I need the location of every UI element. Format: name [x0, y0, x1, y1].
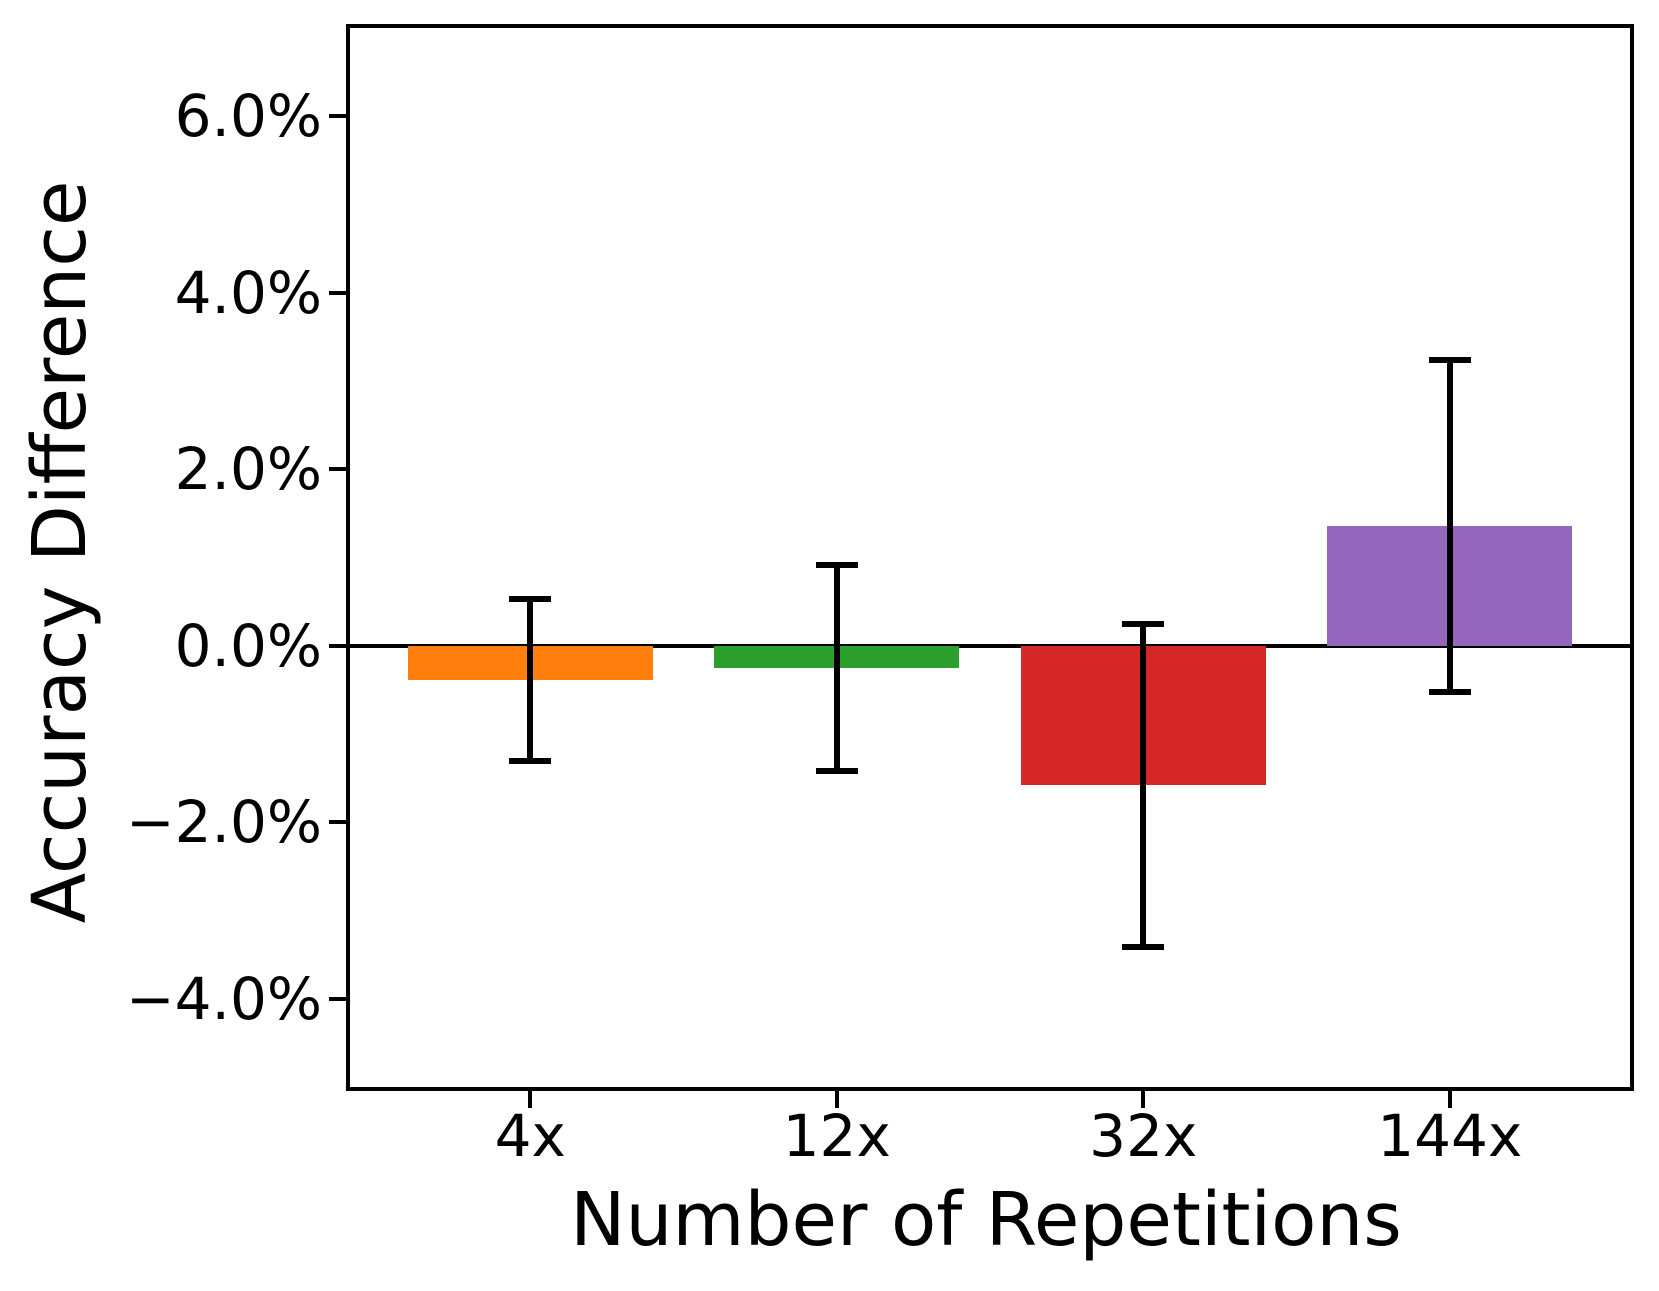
x-tick-mark	[1447, 1091, 1452, 1108]
x-tick-label-144x: 144x	[1377, 1102, 1523, 1170]
error-bar-4x	[527, 598, 534, 762]
error-cap-top-4x	[509, 595, 552, 602]
error-cap-bottom-144x	[1428, 688, 1471, 695]
y-tick-label: −4.0%	[126, 964, 322, 1033]
y-tick-mark	[329, 643, 346, 648]
y-tick-label: 2.0%	[174, 435, 322, 504]
error-bar-144x	[1446, 359, 1453, 692]
y-tick-label: 0.0%	[174, 611, 322, 680]
y-tick-mark	[329, 996, 346, 1001]
y-tick-mark	[329, 114, 346, 119]
y-tick-mark	[329, 820, 346, 825]
error-bar-12x	[833, 564, 840, 772]
error-bar-32x	[1140, 623, 1147, 947]
x-tick-mark	[834, 1091, 839, 1108]
y-tick-mark	[329, 290, 346, 295]
x-tick-label-32x: 32x	[1089, 1102, 1198, 1170]
y-tick-mark	[329, 467, 346, 472]
error-cap-bottom-32x	[1122, 943, 1165, 950]
y-tick-label: −2.0%	[126, 788, 322, 857]
zero-baseline	[350, 643, 1630, 648]
x-tick-mark	[1141, 1091, 1146, 1108]
error-cap-bottom-12x	[815, 768, 858, 775]
error-cap-bottom-4x	[509, 758, 552, 765]
plot-area	[346, 24, 1634, 1091]
y-tick-label: 4.0%	[174, 258, 322, 327]
x-axis-label: Number of Repetitions	[570, 1177, 1402, 1263]
x-tick-mark	[528, 1091, 533, 1108]
error-cap-top-144x	[1428, 356, 1471, 363]
x-tick-label-12x: 12x	[782, 1102, 891, 1170]
x-tick-label-4x: 4x	[494, 1102, 566, 1170]
error-cap-top-12x	[815, 561, 858, 568]
y-tick-label: 6.0%	[174, 82, 322, 151]
error-cap-top-32x	[1122, 620, 1165, 627]
